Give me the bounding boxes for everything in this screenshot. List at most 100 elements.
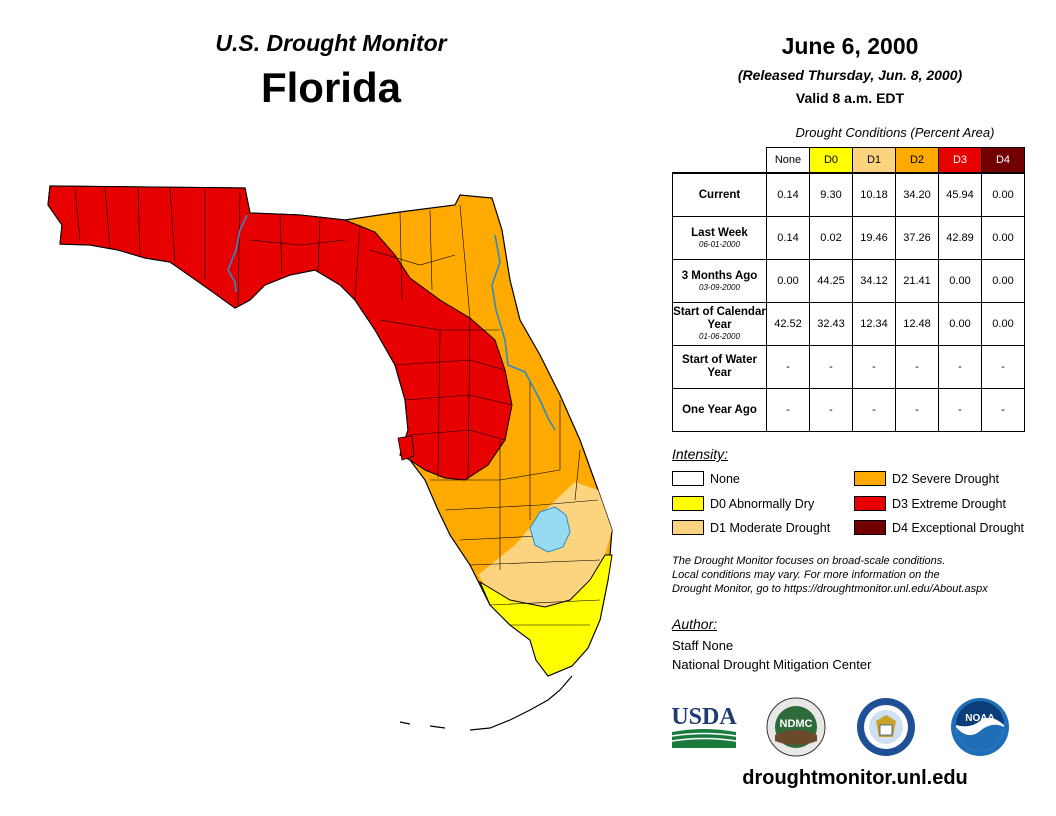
legend-label: D3 Extreme Drought [892,496,1006,511]
legend-item-d0: D0 Abnormally Dry [672,496,814,511]
commerce-seal [857,698,915,756]
row-label: Last Week 06-01-2000 [672,216,767,260]
cell: 19.46 [852,216,896,260]
table-row: Start of Water Year - - - - - - [672,345,1025,389]
note-line: Drought Monitor, go to https://droughtmo… [672,583,988,595]
col-d1: D1 [852,147,896,174]
row-label: Start of Water Year [672,345,767,389]
cell: - [938,345,982,389]
legend-swatch [672,496,704,511]
row-label-text: One Year Ago [682,403,757,416]
county-lines [74,187,601,626]
row-label: Start of Calendar Year 01-06-2000 [672,302,767,346]
row-label-text: 3 Months Ago [681,269,758,282]
legend-label: D2 Severe Drought [892,471,1000,486]
cell: 45.94 [938,172,982,217]
florida-keys [399,675,573,731]
cell: 0.00 [981,302,1025,346]
usda-logo: USDA [671,704,737,748]
cell: 44.25 [809,259,853,303]
disclaimer-note: The Drought Monitor focuses on broad-sca… [672,554,1052,596]
col-d0: D0 [809,147,853,174]
cell: 0.00 [938,259,982,303]
cell: - [809,388,853,432]
cell: 9.30 [809,172,853,217]
cell: - [852,345,896,389]
map-subtitle: U.S. Drought Monitor [215,30,447,56]
row-label-date: 01-06-2000 [699,332,740,341]
cell: 34.20 [895,172,939,217]
legend-item-d2: D2 Severe Drought [854,471,999,486]
st-johns-river [491,234,556,431]
cell: 34.12 [852,259,896,303]
legend-item-d3: D3 Extreme Drought [854,496,1006,511]
cell: - [852,388,896,432]
cell: 12.34 [852,302,896,346]
row-label-text: Start of Calendar Year [673,306,766,331]
table-caption: Drought Conditions (Percent Area) [795,125,995,140]
row-label-text: Last Week [691,226,748,239]
legend-swatch [854,471,886,486]
cell: 42.89 [938,216,982,260]
apalachicola-river [227,214,248,293]
legend-swatch [672,520,704,535]
legend-label: D1 Moderate Drought [710,520,831,535]
legend-swatch [854,496,886,511]
table-row: Current 0.14 9.30 10.18 34.20 45.94 0.00 [672,172,1025,217]
cell: - [766,345,810,389]
author-name: Staff None [672,638,734,653]
table-header-row: None D0 D1 D2 D3 D4 [673,147,1025,174]
table-row: Last Week 06-01-2000 0.14 0.02 19.46 37.2… [672,216,1025,260]
cell: - [809,345,853,389]
row-label-text: Start of Water Year [682,354,757,379]
legend-item-d1: D1 Moderate Drought [672,520,830,535]
cell: 0.00 [766,259,810,303]
legend-label: D4 Exceptional Drought [892,520,1025,535]
author-title: Author: [672,616,718,632]
row-label: One Year Ago [672,388,767,432]
intensity-title: Intensity: [672,446,729,462]
row-label-date: 06-01-2000 [699,239,740,249]
coastal-islands [397,435,415,461]
cell: 32.43 [809,302,853,346]
florida-drought-map [47,185,613,731]
cell: 12.48 [895,302,939,346]
cell: - [981,388,1025,432]
cell: 0.02 [809,216,853,260]
noaa-logo-text: NOAA [965,713,994,724]
release-date: (Released Thursday, Jun. 8, 2000) [737,67,963,83]
col-d4: D4 [981,147,1025,174]
cell: - [938,388,982,432]
cell: - [981,345,1025,389]
cell: - [895,345,939,389]
legend-label: D0 Abnormally Dry [710,496,815,511]
table-row: Start of Calendar Year 01-06-2000 42.52 3… [672,302,1025,346]
map-date: June 6, 2000 [781,33,919,59]
d0-region [478,554,613,677]
row-label-date: 03-09-2000 [699,282,740,292]
note-line: The Drought Monitor focuses on broad-sca… [672,555,946,567]
table-row: 3 Months Ago 03-09-2000 0.00 44.25 34.12 … [672,259,1025,303]
cell: 0.00 [938,302,982,346]
col-d3: D3 [938,147,982,174]
header-corner [673,148,767,174]
ndmc-logo-text: NDMC [780,718,813,730]
valid-time: Valid 8 a.m. EDT [795,90,905,106]
cell: 0.00 [981,172,1025,217]
cell: 0.00 [981,216,1025,260]
note-line: Local conditions may vary. For more info… [672,569,940,581]
ndmc-logo: NDMC [766,697,826,757]
website-url[interactable]: droughtmonitor.unl.edu [742,767,968,789]
cell: 21.41 [895,259,939,303]
cell: 42.52 [766,302,810,346]
cell: - [895,388,939,432]
drought-table: None D0 D1 D2 D3 D4 Current 0.14 9.30 10… [672,147,1025,432]
author-org: National Drought Mitigation Center [672,657,872,672]
cell: 0.14 [766,216,810,260]
legend-swatch [854,520,886,535]
col-d2: D2 [895,147,939,174]
noaa-logo: NOAA [951,698,1009,756]
cell: 37.26 [895,216,939,260]
d3-region [47,185,513,481]
legend-swatch [672,471,704,486]
